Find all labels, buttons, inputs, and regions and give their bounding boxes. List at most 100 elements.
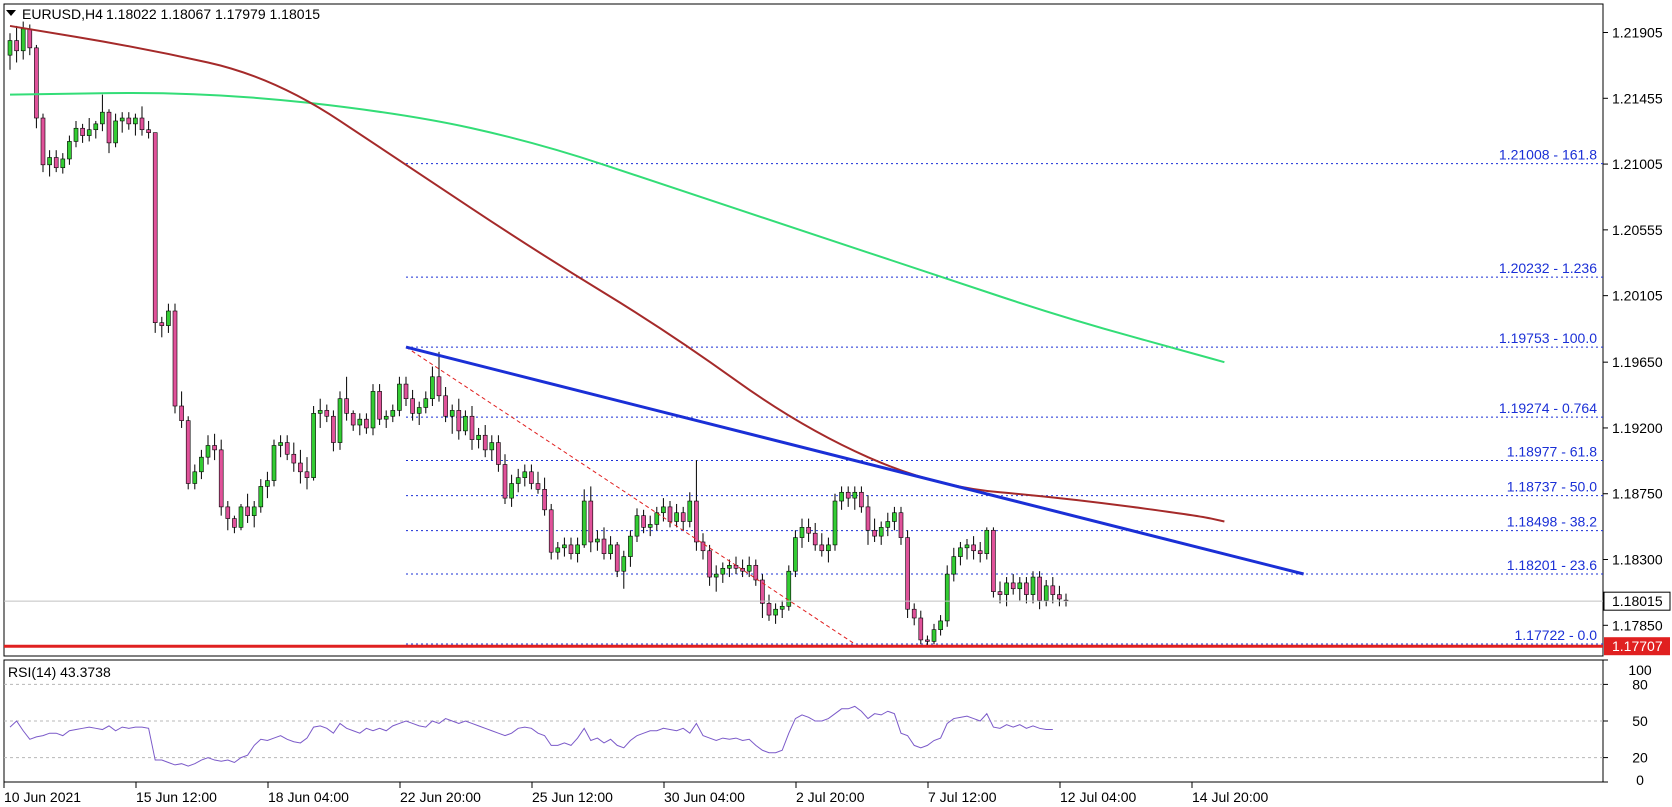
bullish-candle [661, 506, 666, 514]
bullish-candle [317, 410, 323, 414]
price-tick-label: 1.21905 [1612, 25, 1663, 41]
price-tick-label: 1.19650 [1612, 354, 1663, 370]
bullish-candle [93, 123, 99, 131]
bearish-candle [139, 117, 145, 131]
bearish-candle [212, 445, 217, 451]
bullish-candle [1004, 582, 1009, 595]
bearish-candle [753, 565, 759, 581]
bearish-candle [898, 512, 904, 538]
bullish-candle [390, 410, 396, 417]
bearish-candle [27, 28, 33, 49]
bullish-candle [964, 544, 970, 549]
rsi-line [9, 705, 1053, 767]
bullish-candle [67, 141, 72, 160]
bullish-candle [449, 410, 455, 417]
bearish-candle [80, 127, 85, 136]
rsi-label: RSI(14) 43.3738 [8, 664, 111, 680]
bullish-candle [628, 535, 633, 557]
bearish-candle [918, 617, 924, 641]
bullish-candle [608, 544, 613, 554]
bearish-candle [905, 537, 910, 610]
fib-level-label: 1.18498 - 38.2 [1507, 514, 1598, 530]
bullish-candle [20, 28, 26, 52]
bearish-candle [377, 391, 382, 420]
bearish-candle [456, 410, 462, 432]
bullish-candle [238, 506, 244, 528]
bullish-candle [100, 111, 105, 125]
bullish-candle [958, 547, 963, 557]
bearish-candle [766, 603, 772, 616]
price-tick-label: 1.20105 [1612, 288, 1663, 304]
bearish-candle [971, 544, 976, 552]
bearish-candle [482, 434, 488, 451]
bullish-candle [674, 512, 679, 522]
bearish-candle [298, 462, 303, 473]
bearish-candle [997, 591, 1003, 595]
bearish-candle [245, 506, 250, 516]
bearish-candle [588, 500, 594, 543]
current-price-label: 1.18015 [1612, 593, 1663, 609]
bearish-candle [1010, 582, 1016, 590]
bearish-candle [443, 395, 448, 417]
bullish-candle [7, 40, 13, 56]
rsi-tick-label: 100 [1628, 662, 1652, 678]
support-price-label: 1.17707 [1612, 638, 1663, 654]
time-tick-label: 30 Jun 04:00 [664, 789, 745, 805]
rsi-tick-label: 20 [1632, 750, 1648, 766]
chart-header: EURUSD,H4 1.18022 1.18067 1.17979 1.1801… [6, 6, 320, 22]
collapse-arrow-icon[interactable] [6, 10, 16, 16]
bullish-candle [944, 573, 950, 622]
bullish-candle [634, 515, 640, 537]
bearish-candle [680, 512, 686, 522]
bullish-candle [1030, 576, 1036, 595]
time-tick-label: 10 Jun 2021 [4, 789, 81, 805]
bullish-candle [199, 456, 204, 473]
bullish-candle [357, 418, 363, 426]
bullish-candle [892, 512, 897, 522]
time-tick-label: 12 Jul 04:00 [1060, 789, 1136, 805]
bearish-candle [106, 111, 112, 144]
bearish-candle [568, 544, 574, 554]
bullish-candle [119, 117, 125, 122]
bearish-candle [819, 544, 825, 552]
bullish-candle [647, 524, 653, 528]
bullish-candle [1017, 582, 1023, 590]
bullish-candle [192, 471, 198, 484]
price-tick-label: 1.17850 [1612, 617, 1663, 633]
bearish-candle [40, 117, 46, 166]
bullish-candle [383, 415, 389, 420]
bearish-candle [667, 506, 673, 522]
bullish-candle [311, 413, 316, 478]
bearish-candle [911, 608, 917, 619]
bullish-candle [931, 629, 937, 642]
bullish-candle [509, 483, 514, 499]
bearish-candle [694, 500, 699, 543]
bearish-candle [331, 415, 336, 443]
bullish-candle [60, 158, 66, 169]
time-tick-label: 18 Jun 04:00 [268, 789, 349, 805]
bullish-candle [73, 127, 79, 142]
bearish-candle [350, 413, 356, 426]
ohlc-label: 1.18022 1.18067 1.17979 1.18015 [106, 6, 320, 22]
bullish-candle [720, 567, 726, 575]
time-axis: 10 Jun 2021 15 Jun 12:00 18 Jun 04:00 22 Ju… [3, 782, 1268, 805]
bearish-candle [159, 322, 165, 326]
bearish-candle [1024, 582, 1029, 595]
bullish-candle [951, 556, 957, 575]
fib-level-label: 1.19753 - 100.0 [1499, 330, 1597, 346]
bearish-candle [34, 47, 39, 119]
bullish-candle [793, 537, 798, 572]
bearish-candle [1057, 594, 1062, 600]
bullish-candle [555, 547, 561, 553]
bearish-candle [469, 415, 475, 440]
fib-level-label: 1.20232 - 1.236 [1499, 260, 1597, 276]
bearish-candle [641, 515, 646, 528]
bullish-candle [839, 491, 844, 502]
bearish-candle [760, 579, 765, 604]
time-tick-label: 22 Jun 20:00 [400, 789, 481, 805]
moving-average-fast [9, 24, 1225, 523]
bearish-candle [812, 532, 818, 546]
bullish-candle [799, 527, 805, 538]
